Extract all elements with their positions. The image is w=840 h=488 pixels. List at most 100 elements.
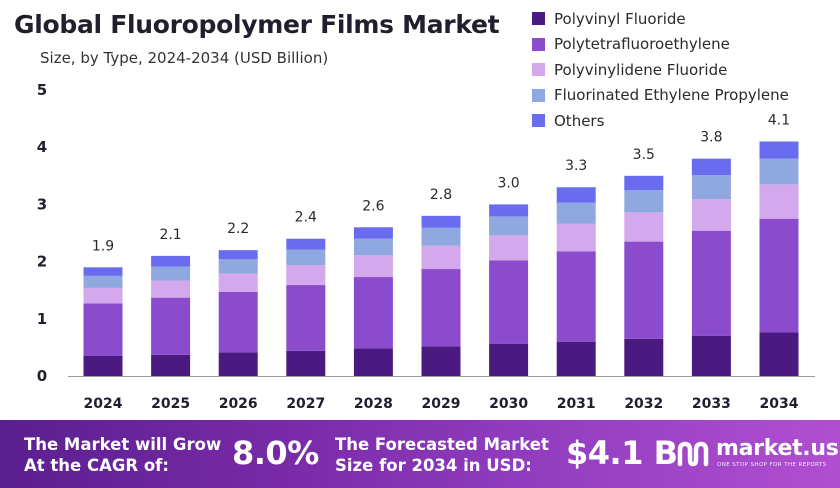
bar-segment [624,212,664,242]
bar-segment [151,280,191,298]
bar-segment [489,216,529,236]
bar-segment [759,218,799,333]
bar-segment [353,255,393,278]
bar-segment [83,267,123,276]
bar-segment [218,352,258,376]
bar-segment [83,275,123,288]
x-tick-label: 2030 [489,396,528,412]
brand-tagline: ONE STOP SHOP FOR THE REPORTS [717,462,827,468]
bar-total-label: 3.8 [700,130,722,146]
legend-swatch [532,63,545,77]
x-tick-label: 2033 [692,396,731,412]
bar-segment [83,355,123,376]
bar-segment [151,266,191,281]
bar-segment [353,227,393,239]
chart-title: Global Fluoropolymer Films Market [14,10,500,39]
forecast-value: $4.1 B [566,434,678,472]
bar-segment [421,245,461,270]
bar-segment [691,335,731,376]
bar-segment [624,175,664,191]
legend-label: Polyvinylidene Fluoride [554,60,728,79]
bar-segment [556,187,596,203]
x-tick-label: 2031 [557,396,596,412]
bar-segment [759,141,799,159]
bar-total-label: 3.3 [565,158,587,174]
x-tick-label: 2034 [760,396,799,412]
bar-segment [691,230,731,336]
chart-subtitle: Size, by Type, 2024-2034 (USD Billion) [40,49,329,67]
bar-segment [421,227,461,246]
bar-segment [421,215,461,228]
legend-item: Fluorinated Ethylene Propylene [532,83,838,109]
bar-segment [624,190,664,213]
legend-item: Polytetrafluoroethylene [532,32,838,58]
bar-segment [83,287,123,304]
bar-total-label: 2.4 [295,210,317,226]
bar-segment [556,251,596,342]
bar-segment [624,338,664,376]
y-tick-label: 3 [37,195,47,213]
legend-swatch [532,114,545,128]
x-tick-label: 2029 [422,396,461,412]
legend-label: Fluorinated Ethylene Propylene [554,86,789,105]
bar-total-label: 2.2 [227,221,249,237]
bar-segment [421,346,461,376]
bar-segment [759,184,799,219]
market-us-logo-icon [677,441,709,467]
brand-logo[interactable]: market.us ONE STOP SHOP FOR THE REPORTS [676,436,839,476]
legend-label: Others [554,111,605,130]
brand-name: market.us [716,436,839,461]
bar-segment [218,273,258,292]
bar-segment [151,354,191,376]
cagr-value: 8.0% [232,434,319,472]
x-tick-label: 2028 [354,396,393,412]
legend-swatch [532,37,545,51]
summary-banner: The Market will Grow At the CAGR of: 8.0… [0,420,840,488]
y-tick-label: 5 [37,81,47,99]
legend-item: Others [532,108,838,134]
legend-swatch [532,88,545,102]
bar-segment [489,343,529,376]
bar-segment [151,297,191,355]
bar-segment [489,260,529,344]
x-tick-label: 2032 [624,396,663,412]
bar-segment [286,265,326,286]
bar-total-label: 1.9 [92,238,114,254]
chart-card: Global Fluoropolymer Films Market Size, … [14,9,838,412]
x-tick-label: 2024 [84,396,123,412]
cagr-label: The Market will Grow At the CAGR of: [24,435,222,475]
bar-segment [556,223,596,252]
legend-label: Polyvinyl Fluoride [554,9,686,28]
bar-total-label: 3.5 [633,147,655,163]
bar-total-label: 2.1 [159,227,181,243]
bar-total-label: 2.8 [430,187,452,203]
bar-segment [218,291,258,353]
legend-item: Polyvinylidene Fluoride [532,57,838,83]
stacked-bar-chart: 0 1 2 3 4 5 1.9 2024 2.1 2025 2.2 2026 2.4 2027 2.6 202… [37,81,815,412]
bar-segment [353,277,393,349]
bar-segment [691,175,731,200]
bar-segment [218,259,258,274]
bar-segment [556,202,596,224]
y-tick-label: 1 [37,310,47,328]
bar-segment [83,303,123,356]
bar-segment [489,235,529,261]
x-tick-label: 2027 [286,396,325,412]
bar-segment [286,238,326,250]
bar-segment [759,332,799,376]
y-tick-label: 2 [37,253,47,271]
bar-segment [218,250,258,260]
x-tick-label: 2025 [151,396,190,412]
bar-segment [286,285,326,351]
legend-swatch [532,12,545,26]
bar-total-label: 3.0 [497,175,519,191]
bar-segment [353,238,393,256]
bar-segment [759,158,799,185]
bar-segment [286,249,326,266]
bar-segment [286,350,326,376]
bar-segment [624,241,664,339]
bar-segment [556,341,596,376]
legend-label: Polytetrafluoroethylene [554,35,730,54]
y-tick-label: 4 [37,138,47,156]
y-tick-label: 0 [37,367,47,385]
